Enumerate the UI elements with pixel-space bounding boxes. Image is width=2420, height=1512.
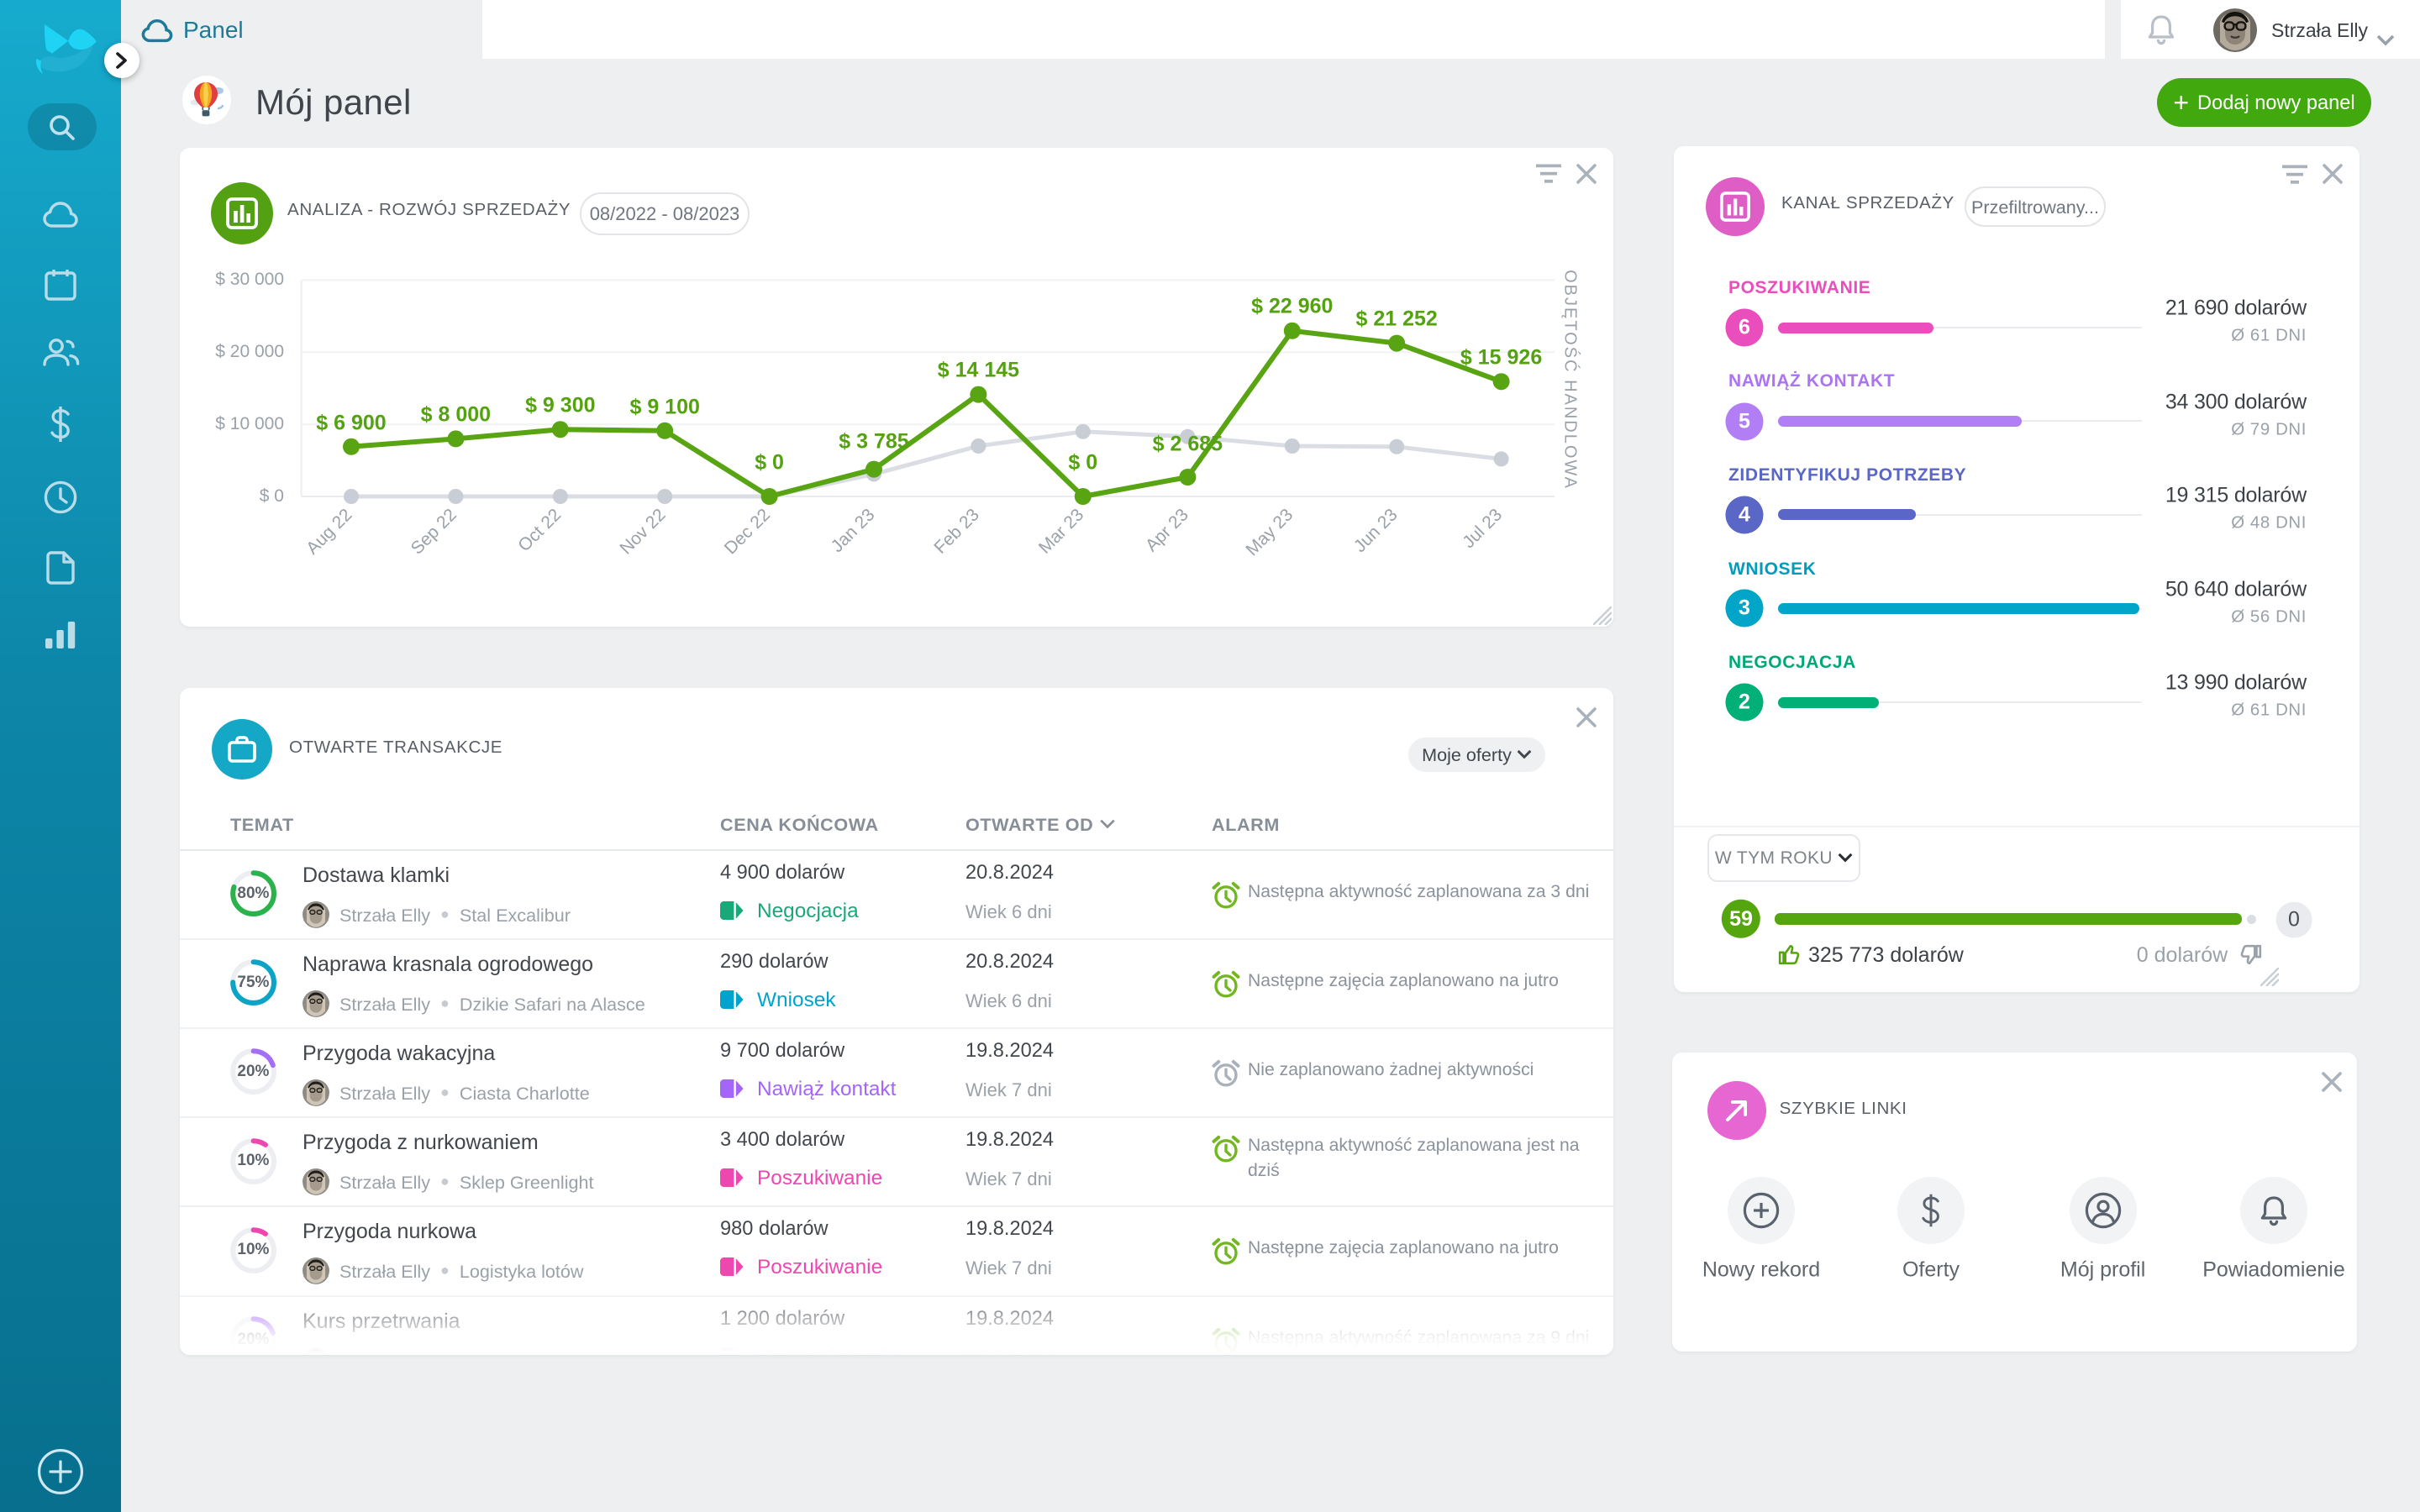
svg-text:Feb 23: Feb 23 [930, 505, 983, 558]
svg-text:May 23: May 23 [1242, 505, 1297, 559]
svg-text:Jun 23: Jun 23 [1350, 505, 1402, 556]
svg-text:Aug 22: Aug 22 [302, 505, 355, 558]
svg-text:Nov 22: Nov 22 [616, 505, 669, 558]
svg-text:Oct 22: Oct 22 [514, 505, 565, 555]
svg-text:Dec 22: Dec 22 [721, 505, 774, 558]
svg-text:Jul 23: Jul 23 [1459, 505, 1506, 552]
svg-text:Sep 22: Sep 22 [408, 505, 460, 558]
svg-text:Apr 23: Apr 23 [1142, 505, 1192, 555]
svg-text:Mar 23: Mar 23 [1035, 505, 1087, 557]
svg-text:Jan 23: Jan 23 [828, 505, 879, 556]
